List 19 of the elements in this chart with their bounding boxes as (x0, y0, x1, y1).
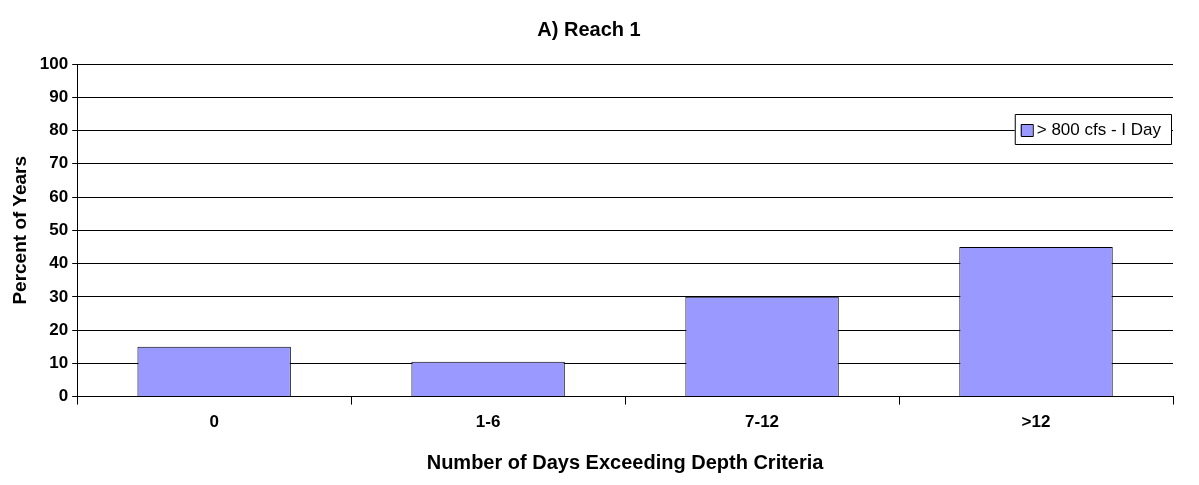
x-axis-title: Number of Days Exceeding Depth Criteria (426, 450, 825, 473)
y-axis-title: Percent of Years (8, 156, 30, 305)
y-tick-label: 10 (49, 353, 69, 373)
y-tick-label: 80 (49, 120, 69, 140)
y-tick-label: 100 (39, 53, 69, 73)
y-tick-label: 70 (49, 153, 69, 173)
chart-title: A) Reach 1 (537, 17, 641, 40)
y-tick-label: 0 (58, 386, 69, 406)
y-tick-label: 90 (49, 86, 69, 106)
legend-label: > 800 cfs - I Day (1036, 119, 1162, 139)
x-tick-label: 0 (209, 412, 219, 432)
x-tick-label: >12 (1021, 412, 1051, 432)
y-tick-label: 50 (49, 219, 69, 239)
y-tick-label: 20 (49, 319, 69, 339)
x-tick-label: 7-12 (745, 412, 780, 432)
y-tick-label: 60 (49, 186, 69, 206)
x-tick-label: 1-6 (475, 412, 501, 432)
y-tick-label: 30 (49, 286, 69, 306)
y-tick-label: 40 (49, 253, 69, 273)
